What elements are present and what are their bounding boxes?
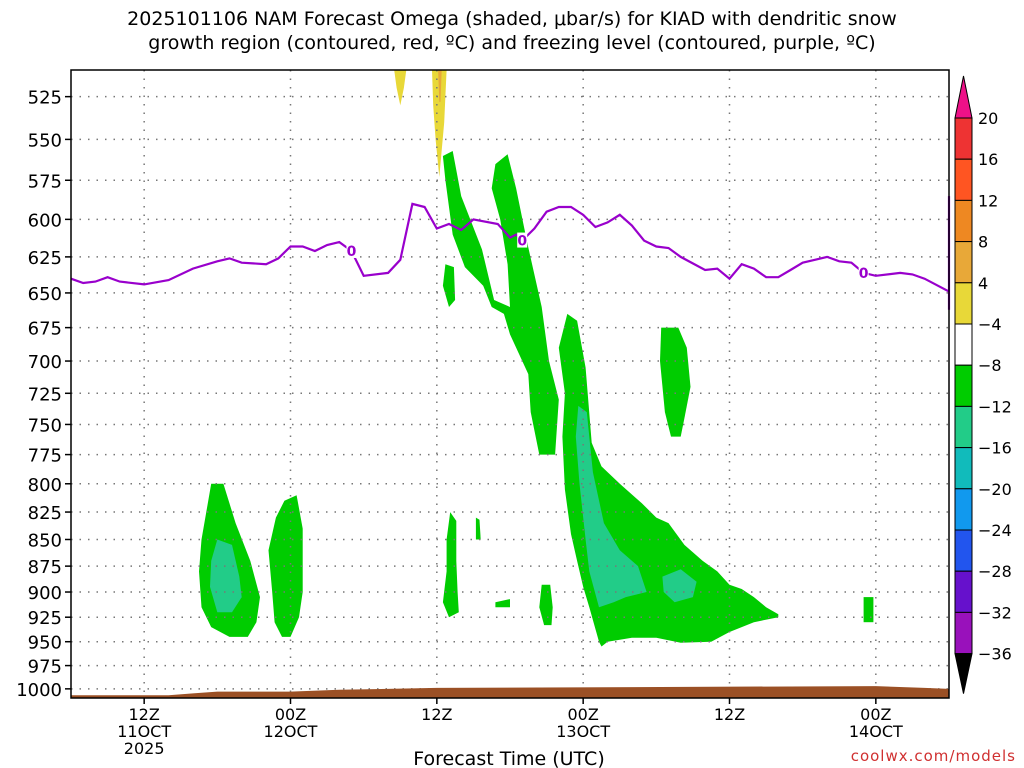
omega-region-14	[394, 70, 407, 106]
omega-region-3	[660, 327, 691, 437]
omega-region-9	[495, 599, 510, 608]
y-tick-label: 800	[28, 475, 62, 496]
colorbar-segment	[954, 405, 973, 449]
y-tick-label: 975	[28, 657, 62, 678]
terrain-fill	[71, 686, 949, 698]
x-tick-label: 12Z	[714, 705, 745, 724]
y-tick-label: 625	[28, 248, 62, 269]
colorbar-segment	[954, 117, 973, 160]
colorbar-segment	[954, 282, 973, 325]
colorbar-bottom-arrow	[954, 653, 973, 694]
y-tick-label: 1000	[16, 680, 62, 701]
y-tick-label: 825	[28, 503, 62, 524]
x-tick-label: 00Z	[275, 705, 306, 724]
omega-region-16	[438, 70, 442, 102]
plot-frame	[70, 69, 950, 699]
colorbar-segment	[954, 364, 973, 407]
y-tick-label: 675	[28, 319, 62, 340]
chart-title-line-2: growth region (contoured, red, ºC) and f…	[148, 32, 876, 54]
x-tick-date: 14OCT	[849, 722, 903, 741]
y-tick-label: 700	[28, 352, 62, 373]
x-axis-label: Forecast Time (UTC)	[413, 748, 604, 768]
omega-region-13	[210, 539, 242, 613]
colorbar-label: −24	[978, 521, 1012, 540]
x-tick-label: 12Z	[421, 705, 452, 724]
omega-region-15	[432, 70, 447, 177]
y-tick-label: 950	[28, 633, 62, 654]
y-tick-label: 600	[28, 210, 62, 231]
y-tick-label: 550	[28, 130, 62, 151]
omega-region-11	[575, 405, 647, 608]
colorbar-segment	[954, 199, 973, 243]
contour-label-bg	[346, 242, 357, 258]
colorbar-label: −28	[978, 562, 1012, 581]
y-tick-label: 900	[28, 583, 62, 604]
y-tick-label: 775	[28, 446, 62, 467]
y-tick-label: 750	[28, 415, 62, 436]
chart-title-line-1: 2025101106 NAM Forecast Omega (shaded, μ…	[127, 8, 897, 30]
colorbar-label: −8	[978, 356, 1002, 375]
x-tick-label: 00Z	[860, 705, 891, 724]
freezing-level-line	[70, 196, 951, 310]
colorbar-segment	[954, 447, 973, 490]
colorbar-segment	[954, 241, 973, 284]
y-tick-label: 925	[28, 608, 62, 629]
colorbar-segment	[954, 488, 973, 531]
colorbar-label: 4	[978, 274, 988, 293]
x-tick-label: 00Z	[568, 705, 599, 724]
y-tick-label: 525	[28, 88, 62, 109]
colorbar-label: −16	[978, 439, 1012, 458]
colorbar-label: 12	[978, 191, 998, 210]
freezing-level-label: 0	[517, 234, 527, 250]
omega-region-12	[662, 569, 697, 603]
colorbar-segment	[954, 323, 973, 366]
contour-label-bg	[858, 264, 869, 280]
freezing-level-label: 0	[859, 266, 869, 282]
colorbar-label: 20	[978, 109, 998, 128]
y-tick-label: 650	[28, 284, 62, 305]
y-tick-label: 725	[28, 384, 62, 405]
x-tick-date: 11OCT	[117, 722, 171, 741]
x-tick-label: 12Z	[129, 705, 160, 724]
colorbar-segment	[954, 158, 973, 201]
colorbar-top-arrow	[954, 75, 973, 119]
colorbar-label: −32	[978, 603, 1012, 622]
y-tick-label: 575	[28, 171, 62, 192]
omega-region-5	[268, 495, 303, 637]
colorbar-label: 16	[978, 150, 998, 169]
freezing-level-label: 0	[347, 244, 357, 260]
colorbar-label: −36	[978, 645, 1012, 664]
x-tick-year: 2025	[124, 739, 165, 758]
colorbar-label: −12	[978, 397, 1012, 416]
colorbar-segment	[954, 529, 973, 572]
omega-region-10	[863, 597, 874, 623]
x-tick-date: 13OCT	[556, 722, 610, 741]
omega-region-0	[442, 151, 559, 455]
colorbar-label: 8	[978, 233, 988, 252]
y-tick-label: 850	[28, 530, 62, 551]
omega-region-6	[442, 512, 459, 618]
omega-region-8	[539, 584, 553, 626]
credit-link[interactable]: coolwx.com/models	[850, 747, 1016, 765]
omega-region-1	[442, 264, 456, 307]
colorbar-segment	[954, 570, 973, 613]
x-tick-date: 12OCT	[264, 722, 318, 741]
colorbar-segment	[954, 611, 973, 655]
colorbar-label: −4	[978, 315, 1002, 334]
contour-label-bg	[517, 232, 528, 248]
omega-region-7	[475, 517, 481, 540]
y-tick-label: 875	[28, 557, 62, 578]
colorbar-label: −20	[978, 480, 1012, 499]
